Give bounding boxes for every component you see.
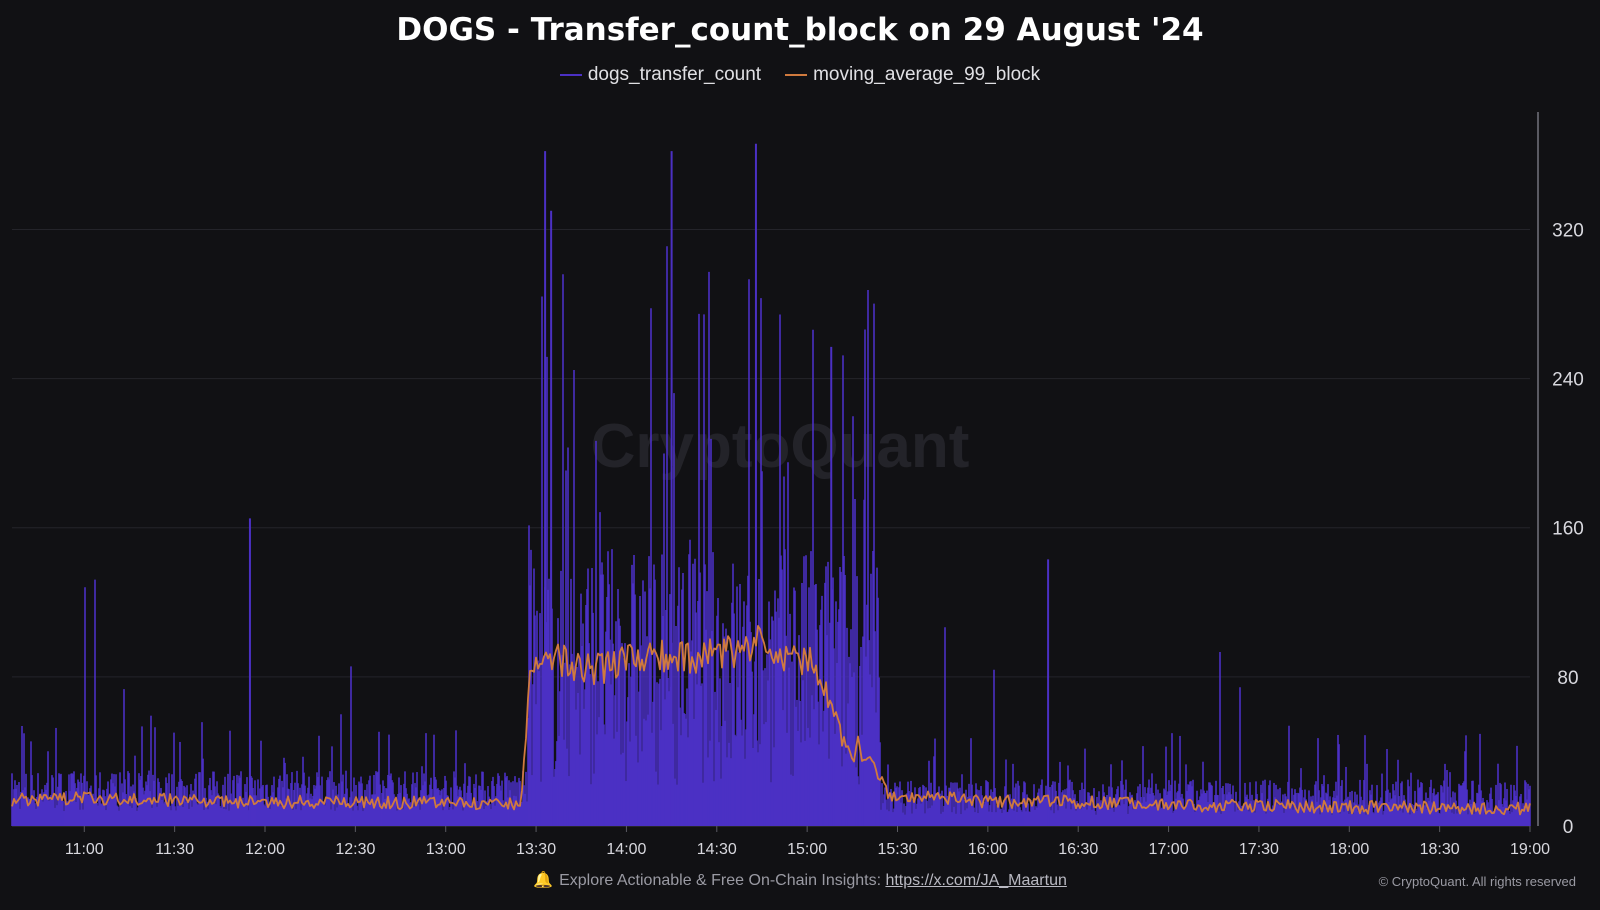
legend-item-transfer-count[interactable]: dogs_transfer_count xyxy=(559,64,762,86)
x-tick-label: 14:00 xyxy=(606,841,646,858)
y-tick-label: 80 xyxy=(1557,668,1578,689)
series-transfer-count xyxy=(11,246,1531,826)
chart-title: DOGS - Transfer_count_block on 29 August… xyxy=(396,12,1204,48)
y-tick-label: 240 xyxy=(1552,370,1584,391)
x-tick-label: 12:00 xyxy=(245,841,285,858)
footer-note: 🔔 Explore Actionable & Free On-Chain Insi… xyxy=(0,870,1600,890)
legend-swatch-moving-average xyxy=(785,74,808,76)
x-tick-label: 12:30 xyxy=(335,841,375,858)
bell-icon: 🔔 xyxy=(533,872,554,889)
x-tick-label: 16:00 xyxy=(968,841,1008,858)
x-tick-label: 16:30 xyxy=(1058,841,1098,858)
series-moving-average-line xyxy=(11,625,1531,816)
legend-item-moving-average[interactable]: moving_average_99_block xyxy=(785,64,1040,86)
x-tick-label: 15:00 xyxy=(787,841,827,858)
y-tick-label: 160 xyxy=(1552,519,1584,540)
legend-swatch-transfer-count xyxy=(559,74,582,76)
x-tick-label: 11:00 xyxy=(65,841,104,858)
x-tick-label: 11:30 xyxy=(155,841,194,858)
legend: dogs_transfer_count moving_average_99_bl… xyxy=(0,64,1600,86)
x-tick-label: 17:30 xyxy=(1239,841,1279,858)
x-tick-label: 14:30 xyxy=(697,841,737,858)
y-tick-label: 320 xyxy=(1552,220,1584,241)
footer-link[interactable]: https://x.com/JA_Maartun xyxy=(885,872,1067,889)
footer-note-text: Explore Actionable & Free On-Chain Insig… xyxy=(559,872,886,889)
x-tick-label: 13:00 xyxy=(426,841,466,858)
x-tick-label: 17:00 xyxy=(1149,841,1189,858)
x-tick-label: 15:30 xyxy=(877,841,917,858)
x-tick-label: 13:30 xyxy=(516,841,556,858)
legend-label-moving-average: moving_average_99_block xyxy=(813,64,1041,85)
copyright: © CryptoQuant. All rights reserved xyxy=(1378,874,1576,889)
x-tick-label: 18:00 xyxy=(1329,841,1369,858)
y-tick-label: 0 xyxy=(1563,817,1574,838)
x-tick-label: 18:30 xyxy=(1420,841,1460,858)
x-tick-label: 19:00 xyxy=(1510,841,1550,858)
legend-label-transfer-count: dogs_transfer_count xyxy=(587,64,762,85)
